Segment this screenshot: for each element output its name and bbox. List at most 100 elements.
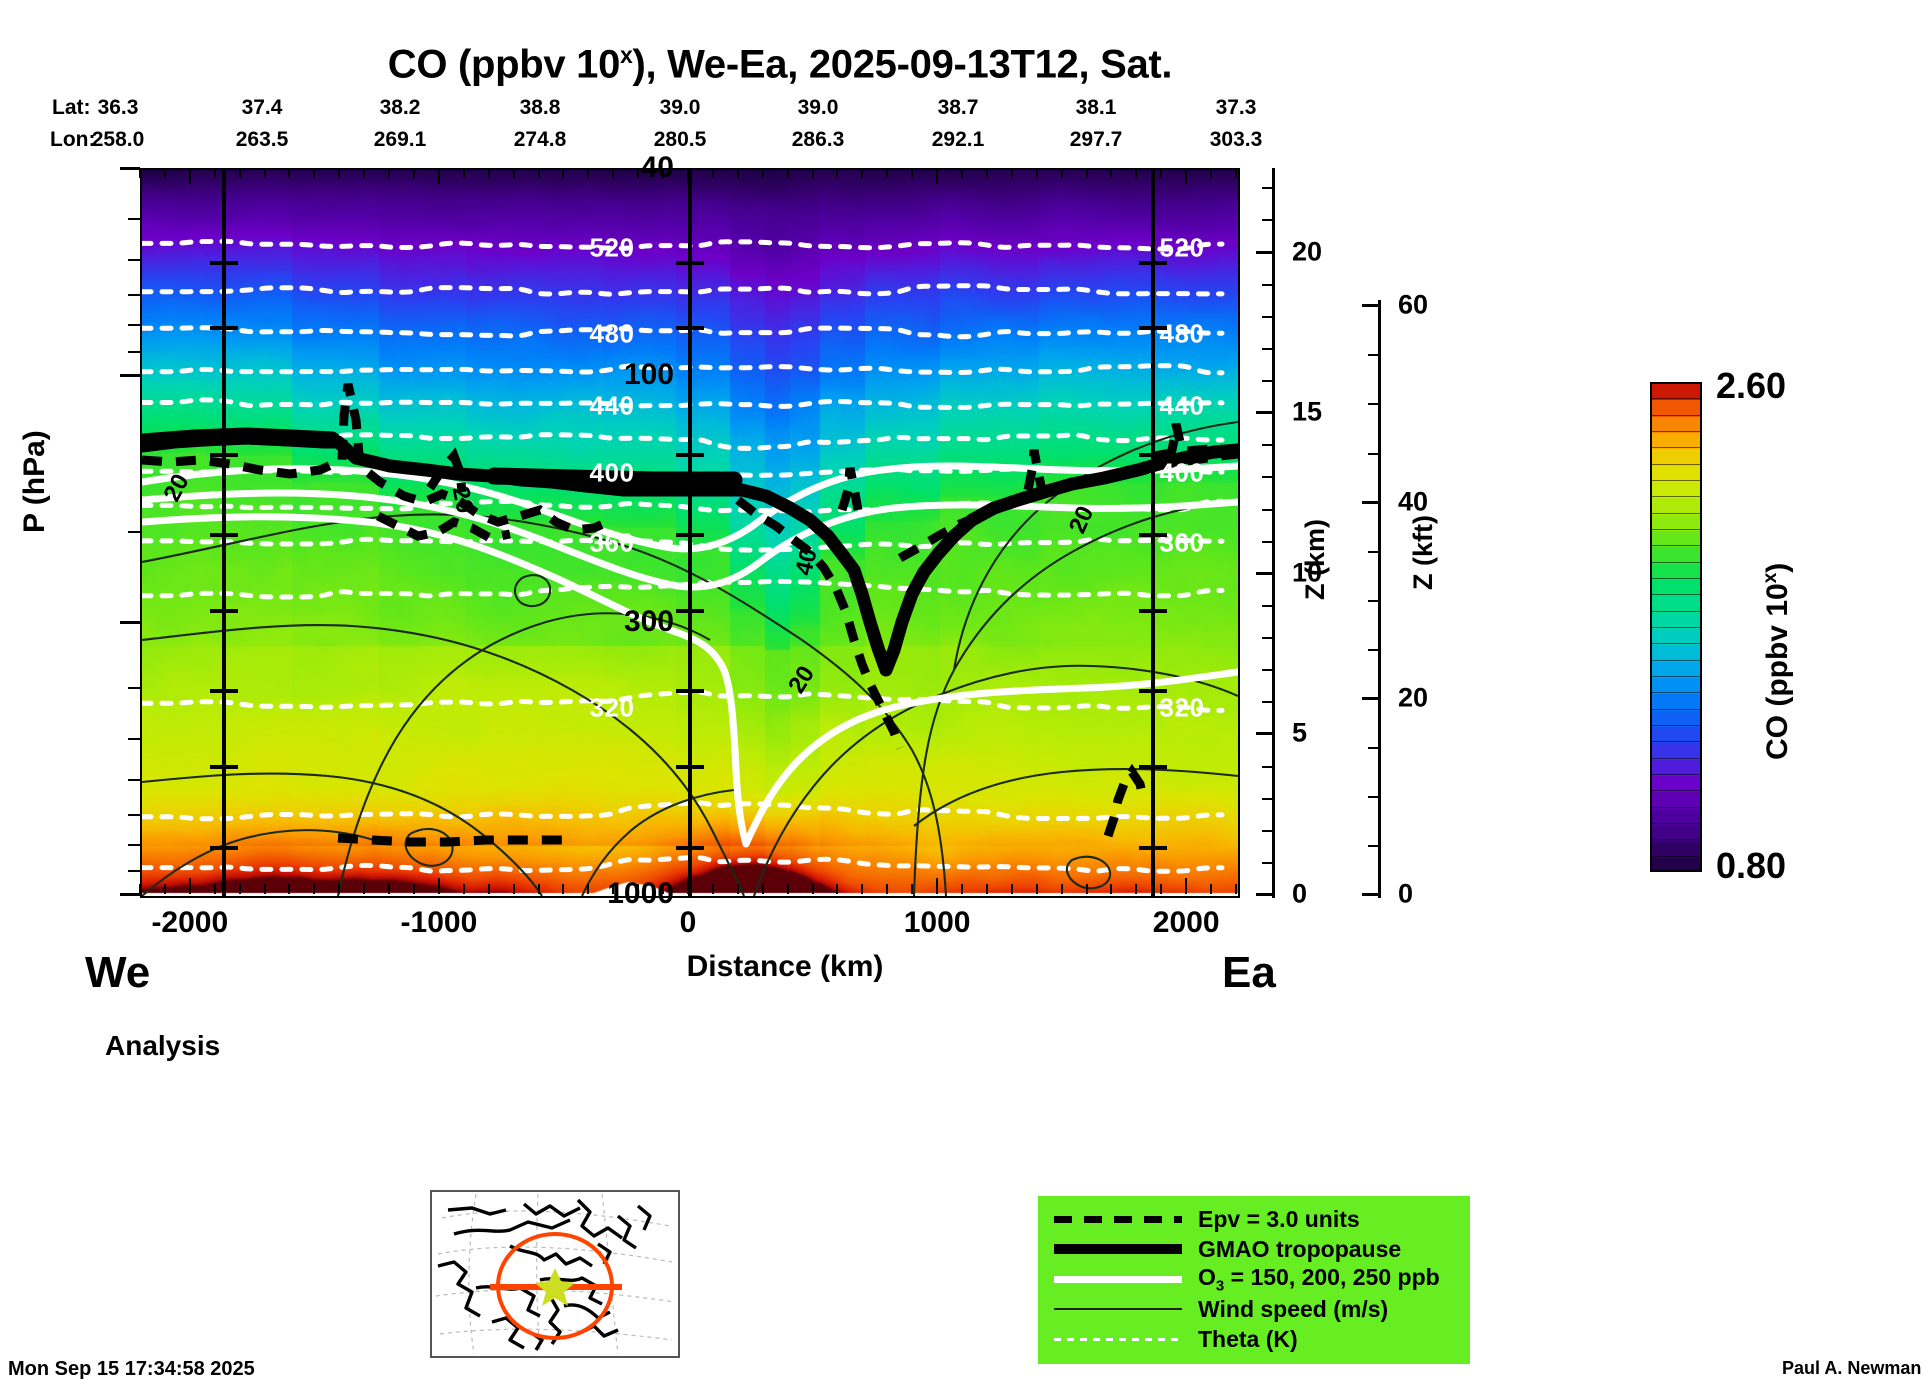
z-km-major-tick <box>1256 250 1274 254</box>
x-tick <box>388 884 391 894</box>
x-tick-top <box>139 168 141 178</box>
colorbar-title-suffix: ) <box>1761 562 1794 573</box>
station-tick <box>676 845 704 850</box>
station-tick <box>1139 765 1168 770</box>
z-km-tick-label: 15 <box>1292 396 1323 427</box>
y-axis-title: P (hPa) <box>18 430 51 533</box>
y-minor-tick <box>128 324 140 327</box>
page-title: CO (ppbv 10x), We-Ea, 2025-09-13T12, Sat… <box>0 42 1560 87</box>
x-tick-top <box>363 168 366 178</box>
z-kft-major-tick <box>1362 696 1380 700</box>
analysis-label: Analysis <box>105 1030 221 1061</box>
x-tick <box>1060 884 1063 894</box>
ozone-line-symbol <box>1038 1275 1198 1283</box>
gmao-tropopause-flat <box>485 467 743 489</box>
theta-contour-520 <box>142 238 1225 252</box>
x-tick <box>587 884 590 894</box>
z-kft-minor-tick <box>1368 354 1380 357</box>
colorbar-segment <box>1652 547 1700 564</box>
x-tick-top <box>288 168 291 178</box>
inset-location-map[interactable] <box>430 1190 680 1358</box>
x-tick <box>836 884 839 894</box>
legend-row-epv: Epv = 3.0 units <box>1038 1204 1470 1234</box>
lon-value: 263.5 <box>235 128 289 151</box>
x-tick-top <box>562 168 565 178</box>
station-tick <box>210 765 239 770</box>
ozone-label-sub: 3 <box>1215 1277 1225 1295</box>
x-tick <box>1085 884 1088 894</box>
theta-label-right-400: 400 <box>1159 457 1205 488</box>
z-km-minor-tick <box>1262 444 1274 447</box>
x-tick-top <box>587 168 590 178</box>
x-tick-label: 2000 <box>1152 906 1220 939</box>
z-km-tick-label: 0 <box>1292 878 1308 909</box>
x-tick <box>1160 884 1163 894</box>
epv-contour-3 <box>735 496 905 750</box>
station-tick <box>676 765 704 770</box>
wind-contour-1 <box>142 624 745 896</box>
x-tick <box>786 884 789 894</box>
x-tick-top <box>213 168 216 178</box>
east-label: Ea <box>1222 948 1276 997</box>
z-kft-major-tick <box>1362 500 1380 504</box>
z-km-major-tick <box>1256 411 1274 415</box>
colorbar-tick <box>1650 757 1702 759</box>
y-major-tick <box>120 373 140 377</box>
colorbar-segment <box>1652 792 1700 809</box>
colorbar-segment <box>1652 432 1700 450</box>
z-kft-tick-label: 40 <box>1398 486 1429 517</box>
station-tick <box>210 689 239 694</box>
lon-value: 269.1 <box>373 128 427 151</box>
epv-contour-10 <box>337 833 562 847</box>
x-tick <box>612 884 615 894</box>
x-tick <box>338 884 341 894</box>
z-km-minor-tick <box>1262 219 1274 222</box>
x-tick <box>711 884 714 894</box>
lat-value: 38.8 <box>519 96 561 119</box>
theta-label-right-360: 360 <box>1159 527 1205 558</box>
colorbar-segment <box>1652 726 1700 744</box>
x-tick-top <box>1110 168 1113 178</box>
wind-cell-c <box>513 574 552 608</box>
colorbar-tick <box>1650 529 1702 530</box>
x-tick-label: 1000 <box>903 906 971 939</box>
x-tick-top <box>338 168 341 178</box>
colorbar-tick <box>1650 447 1702 449</box>
x-tick-top <box>1085 168 1088 178</box>
x-tick-top <box>1135 168 1138 178</box>
y-minor-tick <box>128 218 140 221</box>
z-kft-tick-label: 60 <box>1398 289 1429 320</box>
colorbar-segment <box>1652 579 1700 597</box>
lon-value: 303.3 <box>1209 128 1263 151</box>
theta-contour-440 <box>142 397 1225 411</box>
colorbar-segment <box>1652 808 1700 825</box>
x-tick-top <box>1235 168 1237 178</box>
y-tick-label: 40 <box>640 151 674 184</box>
lat-label: Lat: <box>52 96 91 119</box>
colorbar-segment <box>1652 514 1700 531</box>
epv-contour-6 <box>1023 449 1047 491</box>
colorbar-tick <box>1650 496 1702 498</box>
theta-contour-380 <box>142 498 1225 515</box>
z-km-minor-tick <box>1262 797 1274 800</box>
y-minor-tick <box>128 531 140 533</box>
x-tick <box>1135 884 1138 894</box>
colorbar-segment <box>1652 416 1700 433</box>
legend-label-tropopause: GMAO tropopause <box>1198 1235 1402 1262</box>
x-tick-label: 0 <box>679 906 697 939</box>
colorbar-segment <box>1652 498 1700 515</box>
station-tick <box>210 326 239 331</box>
z-km-minor-tick <box>1262 861 1274 864</box>
colorbar-segment <box>1652 596 1700 613</box>
y-minor-tick <box>128 813 140 816</box>
x-tick <box>985 884 988 894</box>
colorbar-segment <box>1652 384 1700 401</box>
x-tick <box>761 884 764 894</box>
x-tick-top <box>687 168 689 184</box>
x-tick-top <box>163 168 166 178</box>
cross-section-plot[interactable]: 520 520 480 480 440 440 400 400 360 360 320 320 20 20… <box>140 168 1240 898</box>
epv-contour-1 <box>375 511 511 543</box>
x-tick <box>736 884 739 894</box>
epv-contour-7 <box>1165 423 1189 461</box>
colorbar-tick <box>1650 676 1702 677</box>
